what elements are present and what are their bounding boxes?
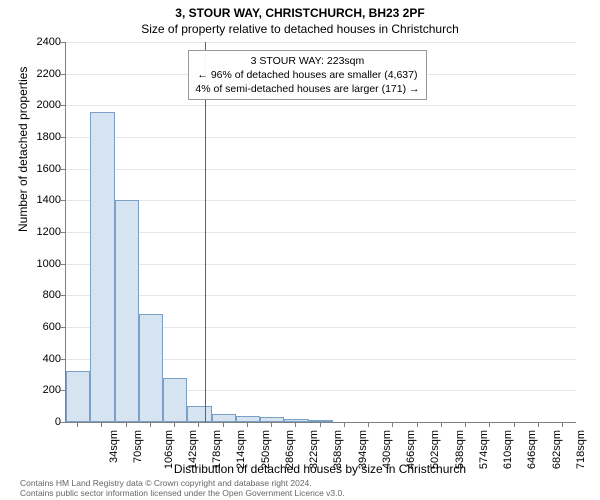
bar [66, 371, 90, 422]
chart-subtitle: Size of property relative to detached ho… [0, 22, 600, 36]
x-tick-mark [392, 422, 393, 427]
y-tick-label: 2400 [21, 36, 61, 48]
y-tick-mark [60, 359, 65, 360]
y-tick-label: 800 [21, 289, 61, 301]
grid-line [66, 264, 576, 265]
plot-area: 3 STOUR WAY: 223sqm← 96% of detached hou… [65, 42, 576, 423]
x-tick-mark [247, 422, 248, 427]
annot-line: 3 STOUR WAY: 223sqm [195, 54, 419, 68]
x-tick-mark [320, 422, 321, 427]
grid-line [66, 105, 576, 106]
y-tick-label: 2000 [21, 99, 61, 111]
x-tick-mark [126, 422, 127, 427]
y-tick-mark [60, 137, 65, 138]
y-tick-mark [60, 295, 65, 296]
bar [187, 406, 211, 422]
x-tick-label: 466sqm [405, 430, 417, 469]
x-tick-mark [514, 422, 515, 427]
x-tick-label: 178sqm [211, 430, 223, 469]
y-tick-mark [60, 327, 65, 328]
y-tick-mark [60, 105, 65, 106]
grid-line [66, 42, 576, 43]
y-tick-mark [60, 264, 65, 265]
y-tick-label: 0 [21, 416, 61, 428]
x-tick-label: 250sqm [260, 430, 272, 469]
grid-line [66, 169, 576, 170]
x-tick-label: 646sqm [527, 430, 539, 469]
annot-line: 4% of semi-detached houses are larger (1… [195, 82, 419, 96]
bar [260, 417, 284, 422]
y-tick-mark [60, 232, 65, 233]
x-tick-mark [101, 422, 102, 427]
y-tick-label: 600 [21, 321, 61, 333]
x-tick-label: 286sqm [284, 430, 296, 469]
bar [284, 419, 308, 422]
x-tick-label: 502sqm [430, 430, 442, 469]
x-tick-label: 70sqm [132, 430, 144, 463]
chart-container: 3, STOUR WAY, CHRISTCHURCH, BH23 2PF Siz… [0, 0, 600, 500]
x-tick-label: 538sqm [454, 430, 466, 469]
footer-line-2: Contains public sector information licen… [20, 489, 345, 498]
bar [90, 112, 114, 422]
grid-line [66, 137, 576, 138]
y-tick-label: 1600 [21, 163, 61, 175]
x-tick-mark [198, 422, 199, 427]
y-tick-mark [60, 169, 65, 170]
y-tick-label: 1200 [21, 226, 61, 238]
x-tick-mark [465, 422, 466, 427]
x-tick-mark [441, 422, 442, 427]
y-tick-label: 1400 [21, 194, 61, 206]
grid-line [66, 200, 576, 201]
y-tick-mark [60, 422, 65, 423]
x-tick-mark [295, 422, 296, 427]
x-tick-mark [344, 422, 345, 427]
x-tick-label: 718sqm [575, 430, 587, 469]
x-tick-label: 430sqm [381, 430, 393, 469]
y-tick-label: 1800 [21, 131, 61, 143]
y-tick-label: 2200 [21, 68, 61, 80]
y-tick-label: 400 [21, 353, 61, 365]
bar [163, 378, 187, 422]
x-tick-mark [77, 422, 78, 427]
grid-line [66, 232, 576, 233]
bar [236, 416, 260, 422]
x-tick-mark [223, 422, 224, 427]
x-tick-label: 394sqm [357, 430, 369, 469]
y-tick-mark [60, 74, 65, 75]
x-tick-label: 610sqm [502, 430, 514, 469]
bar [139, 314, 163, 422]
bar [212, 414, 236, 422]
bar [115, 200, 139, 422]
annotation-box: 3 STOUR WAY: 223sqm← 96% of detached hou… [188, 50, 426, 101]
y-tick-mark [60, 390, 65, 391]
footer-text: Contains HM Land Registry data © Crown c… [20, 479, 345, 498]
x-tick-mark [174, 422, 175, 427]
grid-line [66, 295, 576, 296]
annot-line: ← 96% of detached houses are smaller (4,… [195, 68, 419, 82]
x-tick-label: 358sqm [333, 430, 345, 469]
x-tick-mark [150, 422, 151, 427]
x-tick-label: 34sqm [108, 430, 120, 463]
x-tick-label: 574sqm [478, 430, 490, 469]
x-tick-label: 106sqm [163, 430, 175, 469]
x-tick-label: 142sqm [187, 430, 199, 469]
bar [309, 420, 333, 422]
x-tick-label: 214sqm [236, 430, 248, 469]
y-axis-label: Number of detached properties [16, 67, 30, 232]
y-tick-mark [60, 42, 65, 43]
x-tick-mark [489, 422, 490, 427]
x-tick-mark [417, 422, 418, 427]
y-tick-label: 200 [21, 384, 61, 396]
chart-title: 3, STOUR WAY, CHRISTCHURCH, BH23 2PF [0, 6, 600, 20]
x-tick-label: 322sqm [308, 430, 320, 469]
x-tick-mark [538, 422, 539, 427]
x-tick-mark [562, 422, 563, 427]
x-tick-mark [368, 422, 369, 427]
x-tick-mark [271, 422, 272, 427]
y-tick-mark [60, 200, 65, 201]
y-tick-label: 1000 [21, 258, 61, 270]
x-tick-label: 682sqm [551, 430, 563, 469]
